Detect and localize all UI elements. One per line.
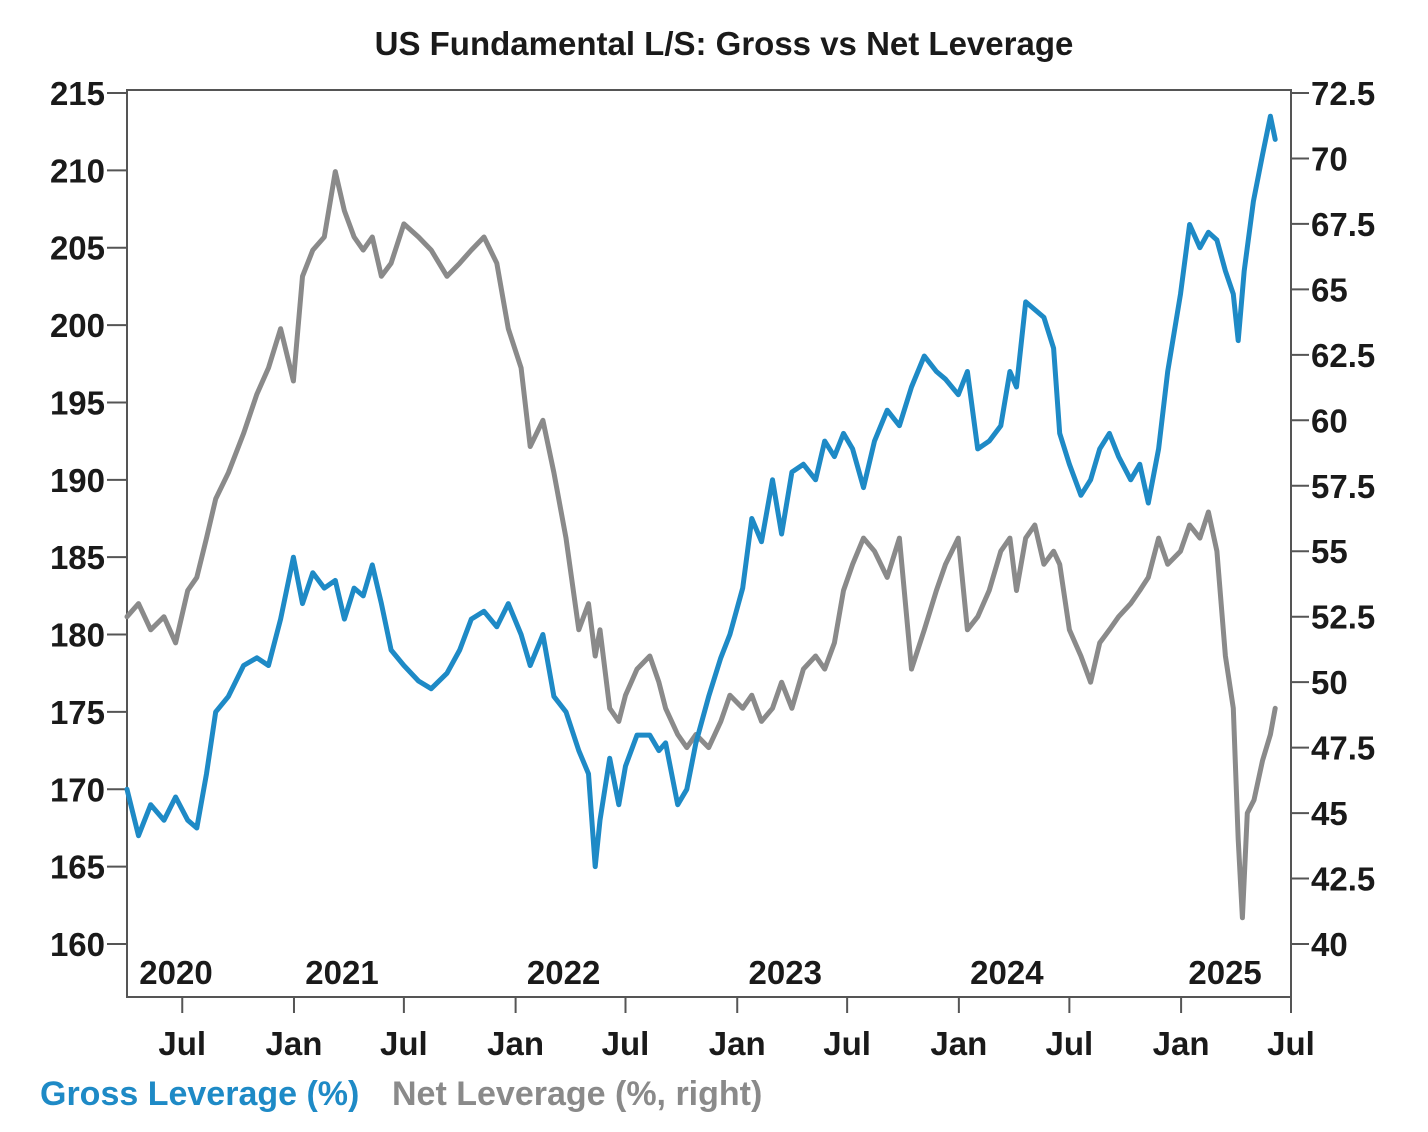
x-axis-month-label: Jan (930, 1025, 987, 1062)
year-label: 2025 (1188, 954, 1261, 991)
right-axis-tick-label: 67.5 (1311, 206, 1375, 243)
left-axis-tick-label: 210 (50, 152, 105, 189)
right-axis-tick-label: 47.5 (1311, 730, 1375, 767)
right-axis-tick-label: 57.5 (1311, 468, 1375, 505)
net-leverage-line (124, 169, 1278, 921)
right-axis-tick-label: 45 (1311, 795, 1348, 832)
x-axis-month-label: Jul (823, 1025, 871, 1062)
right-axis-tick-label: 52.5 (1311, 599, 1375, 636)
left-axis-tick-label: 160 (50, 926, 105, 963)
x-axis-month-label: Jan (266, 1025, 323, 1062)
left-axis-tick-label: 180 (50, 617, 105, 654)
year-label: 2022 (527, 954, 600, 991)
right-axis-tick-label: 60 (1311, 402, 1348, 439)
year-label: 2024 (970, 954, 1044, 991)
legend-gross-leverage: Gross Leverage (%) (40, 1075, 359, 1113)
x-axis-month-label: Jul (1046, 1025, 1094, 1062)
x-axis-month-label: Jul (1267, 1025, 1315, 1062)
x-axis-month-label: Jan (1153, 1025, 1210, 1062)
left-axis-tick-label: 165 (50, 849, 105, 886)
legend-net-leverage: Net Leverage (%, right) (392, 1075, 762, 1113)
gross-leverage-line (124, 113, 1278, 870)
left-axis-tick-label: 200 (50, 307, 105, 344)
chart-title: US Fundamental L/S: Gross vs Net Leverag… (375, 25, 1074, 62)
right-axis-tick-label: 65 (1311, 271, 1348, 308)
right-axis-tick-label: 62.5 (1311, 337, 1375, 374)
year-label: 2021 (305, 954, 378, 991)
x-axis-month-label: Jan (709, 1025, 766, 1062)
left-axis-tick-label: 205 (50, 230, 105, 267)
x-axis-month-label: Jan (487, 1025, 544, 1062)
plot-frame (126, 89, 1292, 998)
left-axis-tick-label: 170 (50, 771, 105, 808)
right-axis-tick-label: 55 (1311, 533, 1348, 570)
left-axis-tick-label: 195 (50, 384, 105, 421)
left-axis-tick-label: 175 (50, 694, 105, 731)
right-axis-tick-label: 72.5 (1311, 75, 1375, 112)
left-axis-tick-label: 185 (50, 539, 105, 576)
right-axis-tick-label: 42.5 (1311, 861, 1375, 898)
x-axis-month-label: Jul (602, 1025, 650, 1062)
left-axis-tick-label: 215 (50, 75, 105, 112)
left-axis-tick-label: 190 (50, 462, 105, 499)
x-axis-month-label: Jul (380, 1025, 428, 1062)
x-axis-month-label: Jul (158, 1025, 206, 1062)
right-axis-tick-label: 70 (1311, 140, 1348, 177)
right-axis-tick-label: 40 (1311, 926, 1348, 963)
year-label: 2023 (749, 954, 822, 991)
right-axis-tick-label: 50 (1311, 664, 1348, 701)
year-label: 2020 (139, 954, 212, 991)
